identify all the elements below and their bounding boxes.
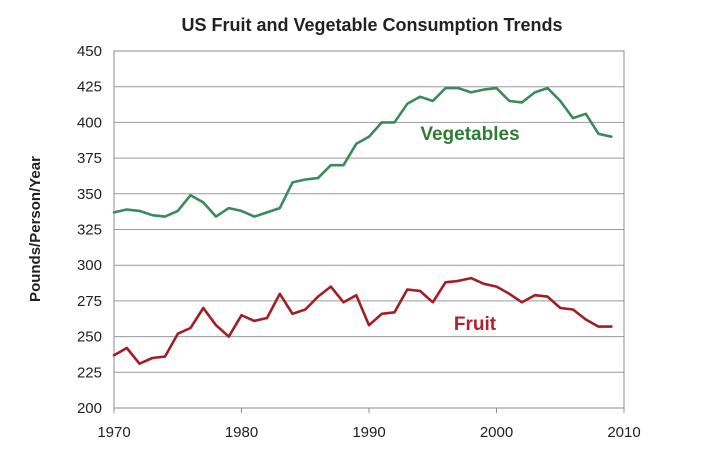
series-line-fruit <box>112 276 613 366</box>
x-tick-label-1990: 1990 <box>352 424 385 441</box>
chart-title: US Fruit and Vegetable Consumption Trend… <box>181 15 562 35</box>
x-tick-label-1970: 1970 <box>97 424 130 441</box>
y-axis: 200 225 250 275 300 325 350 375 400 425 450 <box>77 43 102 417</box>
series-layer <box>112 86 613 366</box>
x-axis: 1970 1980 1990 2000 2010 <box>97 408 641 441</box>
y-tick-label-350: 350 <box>77 186 102 203</box>
series-label-fruit: Fruit <box>454 314 497 335</box>
y-tick-label-250: 250 <box>77 329 102 346</box>
y-tick-label-275: 275 <box>77 293 102 310</box>
series-line-vegetables <box>112 86 613 218</box>
y-tick-label-300: 300 <box>77 257 102 274</box>
y-tick-label-425: 425 <box>77 79 102 96</box>
y-tick-label-325: 325 <box>77 222 102 239</box>
y-tick-label-400: 400 <box>77 114 102 131</box>
x-tick-label-2010: 2010 <box>607 424 640 441</box>
x-tick-label-1980: 1980 <box>225 424 258 441</box>
grid-layer <box>114 50 624 409</box>
y-tick-label-200: 200 <box>77 400 102 417</box>
y-tick-label-450: 450 <box>77 43 102 60</box>
y-axis-label: Pounds/Person/Year <box>27 156 44 302</box>
x-tick-label-2000: 2000 <box>480 424 513 441</box>
y-tick-label-225: 225 <box>77 364 102 381</box>
series-label-vegetables: Vegetables <box>420 124 519 145</box>
y-tick-label-375: 375 <box>77 150 102 167</box>
